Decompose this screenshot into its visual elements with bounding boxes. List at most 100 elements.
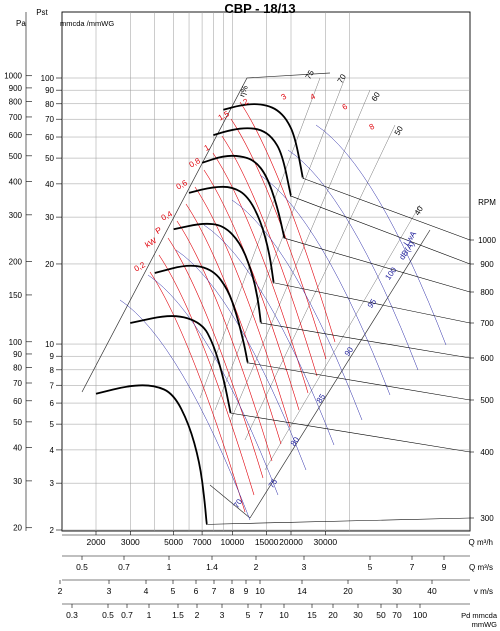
plot-frame <box>61 11 471 532</box>
pa-tick-label: 700 <box>9 113 23 122</box>
qs-tick-label: 1 <box>167 562 172 572</box>
v-tick-label: 14 <box>297 586 307 596</box>
power-label: 6 <box>341 102 350 112</box>
v-tick-label: 20 <box>343 586 353 596</box>
v-tick-label: 5 <box>171 586 176 596</box>
power-line <box>167 237 264 479</box>
v-tick-label: 6 <box>194 586 199 596</box>
power-label: 1,5 <box>217 109 232 123</box>
pa-tick-label: 150 <box>9 291 23 300</box>
qh-tick-label: 2000 <box>87 537 106 547</box>
v-tick-label: 4 <box>144 586 149 596</box>
noise-label: 90 <box>343 345 356 358</box>
v-tick-label: 2 <box>58 586 63 596</box>
fan-curve-rpm-1000 <box>223 103 304 180</box>
pd-axis-label-2: mmWG <box>472 620 498 629</box>
fan-curve-rpm-400 <box>130 315 232 414</box>
mm-tick-label: 8 <box>50 366 55 375</box>
rpm-tick-label: 600 <box>480 354 494 363</box>
pd-tick-label: 20 <box>328 610 338 620</box>
power-line <box>221 135 318 377</box>
pd-tick-label: 3 <box>220 610 225 620</box>
qh-tick-label: 20000 <box>279 537 303 547</box>
mm-tick-label: 5 <box>50 420 55 429</box>
fan-curve-rpm-500 <box>154 264 249 363</box>
pd-tick-label: 0.7 <box>121 610 133 620</box>
efficiency-line <box>244 124 396 441</box>
pa-axis-label: Pa <box>16 19 26 28</box>
mm-tick-label: 2 <box>50 526 55 535</box>
pd-tick-label: 0.3 <box>66 610 78 620</box>
pa-tick-label: 400 <box>9 178 23 187</box>
power-line <box>176 220 273 462</box>
pa-tick-label: 1000 <box>4 72 22 81</box>
power-line <box>239 101 336 343</box>
rpm-axis-label: RPM <box>478 198 496 207</box>
efficiency-axis-label: η% <box>237 84 249 98</box>
rpm-leader-line <box>247 362 471 401</box>
rpm-leader-line <box>284 237 471 293</box>
noise-line <box>287 149 419 371</box>
qs-tick-label: 1.4 <box>206 562 218 572</box>
pd-tick-label: 10 <box>279 610 289 620</box>
rpm-tick-label: 1000 <box>478 236 496 245</box>
mm-tick-label: 100 <box>41 74 55 83</box>
pa-tick-label: 500 <box>9 152 23 161</box>
chart-labels: 1000900800700600500400300200150100908070… <box>4 1 498 629</box>
pd-tick-label: 70 <box>392 610 402 620</box>
pa-tick-label: 900 <box>9 84 23 93</box>
power-line <box>203 169 300 411</box>
pd-tick-label: 1 <box>147 610 152 620</box>
qh-axis-label: Q m³/h <box>469 538 493 547</box>
mm-tick-label: 40 <box>45 180 54 189</box>
qh-tick-label: 30000 <box>314 537 338 547</box>
rpm-leader-line <box>206 517 471 525</box>
pd-tick-label: 5 <box>246 610 251 620</box>
qh-tick-label: 7000 <box>193 537 212 547</box>
noise-line <box>231 199 363 421</box>
mm-tick-label: 6 <box>50 399 55 408</box>
power-label: 2 <box>242 97 251 107</box>
efficiency-line <box>229 89 371 423</box>
noise-line <box>119 299 251 521</box>
mm-axis-label: mmcda /mmWG <box>60 19 114 28</box>
efficiency-label: 40 <box>413 204 426 217</box>
rpm-leader-line <box>302 177 471 241</box>
power-label: 3 <box>280 92 289 102</box>
qs-tick-label: 0.7 <box>118 562 130 572</box>
power-line <box>158 254 255 496</box>
chart-overlays <box>81 72 447 521</box>
qh-tick-label: 3000 <box>121 537 140 547</box>
mm-tick-label: 20 <box>45 260 54 269</box>
pst-axis-label: Pst <box>36 8 48 17</box>
qh-tick-label: 5000 <box>164 537 183 547</box>
qh-tick-label: 10000 <box>220 537 244 547</box>
noise-label: 70 <box>232 497 245 510</box>
power-line <box>149 271 246 513</box>
chart-grid <box>61 11 471 532</box>
v-tick-label: 40 <box>427 586 437 596</box>
noise-line <box>203 224 335 446</box>
rpm-tick-label: 700 <box>480 319 494 328</box>
efficiency-label: 60 <box>370 90 383 103</box>
mm-tick-label: 9 <box>50 352 55 361</box>
rpm-leader-line <box>230 412 471 453</box>
v-axis-label: v m/s <box>474 587 493 596</box>
fan-curve-rpm-300 <box>95 384 208 526</box>
rpm-tick-label: 900 <box>480 260 494 269</box>
efficiency-line <box>199 77 321 399</box>
qs-tick-label: 7 <box>410 562 415 572</box>
pa-tick-label: 40 <box>13 444 22 453</box>
pa-tick-label: 100 <box>9 338 23 347</box>
fan-curve-rpm-600 <box>173 222 262 324</box>
pd-tick-label: 15 <box>307 610 317 620</box>
rpm-leader-line <box>290 195 471 265</box>
mm-tick-label: 10 <box>45 340 54 349</box>
fan-curves <box>95 103 471 526</box>
pa-tick-label: 200 <box>9 258 23 267</box>
noise-line <box>259 174 391 396</box>
noise-line <box>147 274 279 496</box>
mm-tick-label: 50 <box>45 154 54 163</box>
envelope-bottom <box>209 484 251 519</box>
